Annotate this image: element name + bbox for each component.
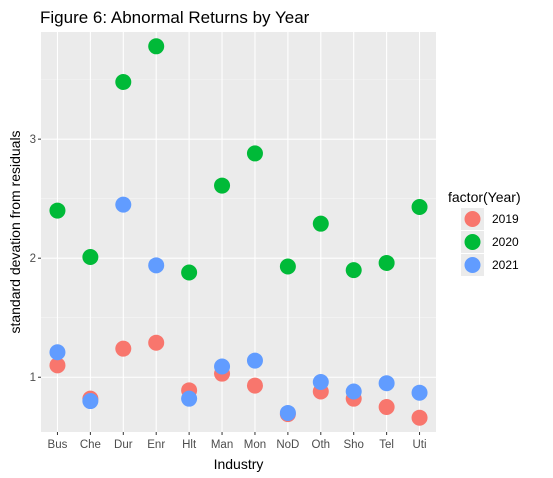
data-point-2021-Bus xyxy=(49,344,66,361)
data-point-2021-Hlt xyxy=(181,390,198,407)
x-tick-label: Bus xyxy=(48,439,68,451)
legend: factor(Year) 2019 2020 2021 xyxy=(448,189,521,276)
x-tick-label: Man xyxy=(211,439,233,451)
data-points xyxy=(49,38,428,426)
data-point-2020-Mon xyxy=(246,145,263,162)
y-axis-title: standard devation from residuals xyxy=(7,130,23,333)
x-tick-label: Enr xyxy=(147,439,165,451)
data-point-2019-Tel xyxy=(378,399,395,415)
x-tick-label: Mon xyxy=(244,439,266,451)
x-tick-label: Oth xyxy=(312,439,331,451)
legend-key-2019 xyxy=(464,211,481,227)
x-tick-label: Uti xyxy=(413,439,427,451)
data-point-2021-Uti xyxy=(411,384,428,401)
x-axis-title: Industry xyxy=(214,456,264,472)
data-point-2019-Uti xyxy=(411,409,428,426)
data-point-2021-Dur xyxy=(115,196,132,213)
data-point-2020-Hlt xyxy=(181,264,198,281)
legend-title: factor(Year) xyxy=(448,189,521,205)
data-point-2020-Sho xyxy=(345,262,362,279)
x-tick-label: Hlt xyxy=(182,439,197,451)
data-point-2020-NoD xyxy=(279,258,296,275)
data-point-2020-Dur xyxy=(115,74,132,90)
x-tick-label: Che xyxy=(80,439,101,451)
y-axis-ticks: 1 2 3 xyxy=(30,134,41,384)
chart-title: Figure 6: Abnormal Returns by Year xyxy=(40,8,310,27)
legend-label-2020: 2020 xyxy=(492,235,519,249)
data-point-2020-Bus xyxy=(49,202,66,219)
x-tick-label: Tel xyxy=(379,439,394,451)
x-tick-label: Dur xyxy=(114,439,133,451)
data-point-2021-Man xyxy=(214,358,231,375)
plot-panel xyxy=(41,32,436,432)
series-2020 xyxy=(49,38,428,281)
data-point-2021-Mon xyxy=(246,352,263,369)
data-point-2020-Che xyxy=(82,249,99,265)
legend-key-2020 xyxy=(464,234,481,250)
data-point-2020-Oth xyxy=(312,215,329,232)
data-point-2019-Enr xyxy=(148,334,165,351)
legend-keys: 2019 2020 2021 xyxy=(461,208,519,276)
data-point-2021-Oth xyxy=(312,374,329,390)
data-point-2020-Enr xyxy=(148,38,165,55)
data-point-2019-Dur xyxy=(115,340,132,357)
data-point-2020-Man xyxy=(214,177,231,194)
data-point-2020-Tel xyxy=(378,254,395,271)
data-point-2021-Sho xyxy=(345,383,362,400)
y-tick-label: 3 xyxy=(30,134,36,146)
legend-label-2019: 2019 xyxy=(492,212,519,226)
x-tick-label: NoD xyxy=(276,439,299,451)
data-point-2019-Mon xyxy=(246,377,263,394)
x-axis-ticks: Bus Che Dur Enr Hlt Man Mon NoD Oth Sho Tel Uti xyxy=(48,432,427,451)
data-point-2020-Uti xyxy=(411,199,428,215)
legend-key-2021 xyxy=(464,257,481,273)
x-tick-label: Sho xyxy=(343,439,363,451)
y-tick-label: 1 xyxy=(30,372,36,384)
data-point-2019-Bus xyxy=(49,357,66,374)
series-2021 xyxy=(49,196,428,421)
data-point-2021-NoD xyxy=(279,404,296,421)
data-point-2021-Enr xyxy=(148,257,165,274)
data-point-2021-Tel xyxy=(378,375,395,392)
data-point-2021-Che xyxy=(82,393,99,410)
legend-label-2021: 2021 xyxy=(492,258,519,272)
y-tick-label: 2 xyxy=(30,253,36,265)
